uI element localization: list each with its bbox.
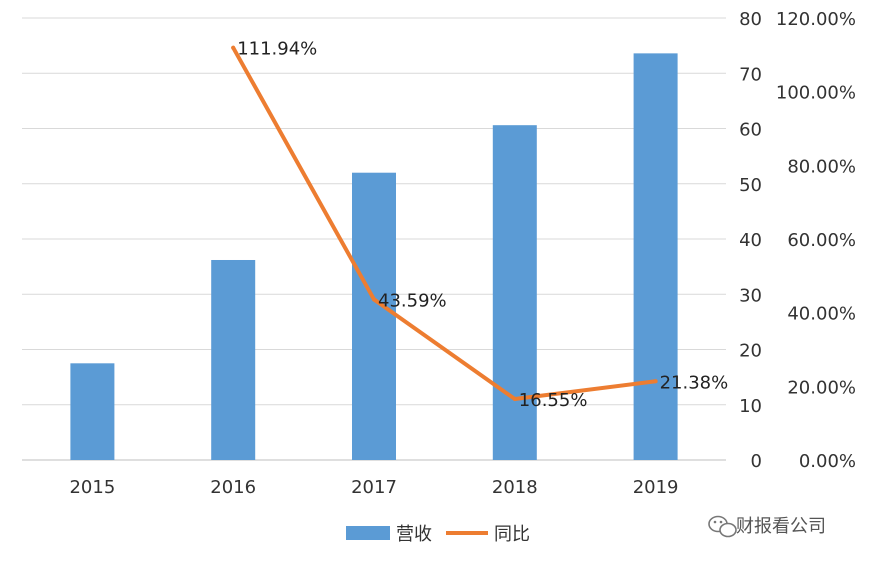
y-left-tick-label: 70	[739, 64, 762, 85]
y-right-tick-label: 100.00%	[776, 83, 856, 104]
bar-2015	[70, 363, 115, 460]
y-left-tick-label: 10	[739, 396, 762, 417]
yoy-point-2017	[372, 297, 376, 302]
bar-2019	[633, 53, 678, 461]
yoy-point-2016	[231, 45, 236, 50]
data-labels: 111.94% 43.59% 16.55% 21.38%	[237, 39, 728, 411]
y-left-tick-label: 40	[739, 230, 762, 251]
y-right-tick-label: 60.00%	[787, 230, 856, 251]
bar-2016	[211, 259, 256, 460]
yoy-data-label: 21.38%	[660, 372, 729, 393]
x-tick-label: 2019	[633, 477, 679, 498]
watermark: 财报看公司	[708, 515, 826, 538]
x-tick-label: 2015	[69, 477, 115, 498]
y-right-tick-label: 20.00%	[787, 377, 856, 398]
watermark-text: 财报看公司	[736, 516, 826, 537]
yoy-data-label: 16.55%	[519, 390, 588, 411]
y-right-tick-label: 0.00%	[799, 451, 856, 472]
x-tick-label: 2017	[351, 477, 397, 498]
y-left-tick-label: 20	[739, 341, 762, 362]
yoy-line	[231, 45, 658, 402]
y-right-tick-label: 80.00%	[787, 156, 856, 177]
y-left-tick-label: 80	[739, 9, 762, 30]
legend-label-revenue: 营收	[396, 524, 432, 545]
y-left-tick-label: 30	[739, 285, 762, 306]
legend-label-yoy: 同比	[494, 524, 530, 545]
bar-2018	[492, 125, 537, 460]
y-left-tick-label: 0	[751, 451, 762, 472]
wechat-icon	[708, 515, 737, 538]
legend: 营收 同比	[346, 524, 530, 545]
yoy-point-2018	[512, 397, 517, 402]
line-series	[231, 45, 658, 402]
x-tick-label: 2016	[210, 477, 256, 498]
y-left-tick-label: 60	[739, 120, 762, 141]
y-right-tick-label: 40.00%	[787, 304, 856, 325]
yoy-data-label: 111.94%	[237, 39, 317, 60]
axes: 0 10 20 30 40 50 60 70 80 0.00% 20.00% 40.00% 60.00%…	[69, 9, 856, 498]
y-right-tick-label: 120.00%	[776, 9, 856, 30]
x-tick-label: 2018	[492, 477, 538, 498]
bar-2017	[352, 172, 396, 460]
legend-swatch-revenue	[346, 526, 390, 540]
yoy-point-2019	[653, 379, 658, 384]
y-left-tick-label: 50	[739, 175, 762, 196]
bar-series	[70, 53, 678, 461]
yoy-data-label: 43.59%	[378, 290, 447, 311]
